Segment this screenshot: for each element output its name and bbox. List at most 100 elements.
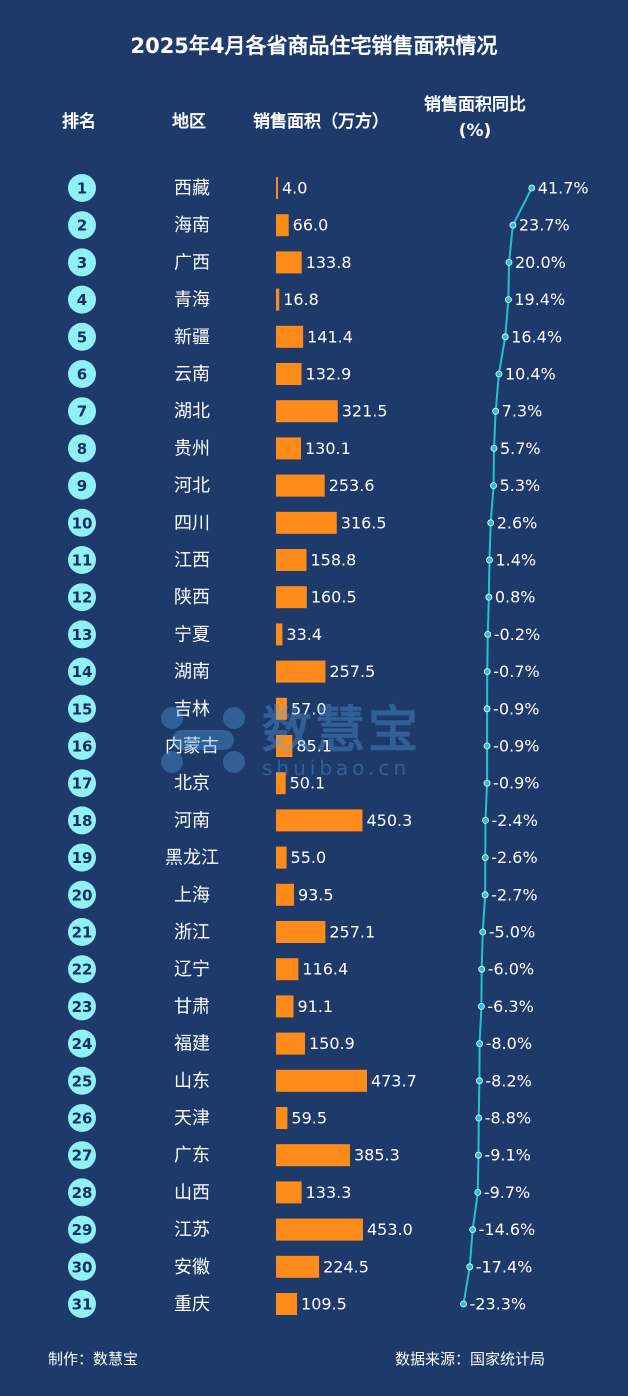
area-value-label: 450.3	[366, 811, 412, 830]
region-label: 北京	[174, 773, 210, 794]
area-bar	[276, 772, 286, 795]
area-value-label: 473.7	[371, 1071, 417, 1090]
area-value-label: 50.1	[290, 774, 326, 793]
yoy-value-label: -9.1%	[484, 1146, 530, 1165]
yoy-value-label: -9.7%	[484, 1183, 530, 1202]
rank-badge	[68, 955, 96, 984]
area-bar	[276, 251, 302, 274]
rank-number: 17	[72, 775, 93, 793]
rank-badge	[68, 1104, 96, 1132]
region-label: 广东	[174, 1145, 210, 1166]
header-rank: 排名	[62, 112, 96, 132]
yoy-value-label: -2.6%	[491, 848, 537, 867]
region-label: 山东	[174, 1071, 210, 1092]
rank-number: 13	[72, 626, 93, 644]
area-bar	[276, 437, 301, 460]
area-bar	[276, 288, 280, 311]
area-bar	[276, 995, 294, 1018]
rank-number: 26	[72, 1110, 93, 1128]
yoy-point	[492, 407, 500, 415]
rank-number: 29	[72, 1221, 93, 1239]
rank-badge	[68, 360, 96, 388]
area-bar	[276, 660, 326, 683]
area-value-label: 257.5	[329, 662, 375, 681]
rank-number: 6	[77, 366, 87, 384]
rank-badge	[68, 434, 96, 463]
footer-source: 数据来源：国家统计局	[395, 1350, 546, 1368]
rank-badge	[68, 322, 96, 351]
rank-badge	[68, 620, 96, 649]
rank-number: 5	[77, 328, 87, 346]
area-value-label: 133.8	[306, 253, 352, 272]
rank-badge	[68, 1029, 96, 1058]
region-label: 云南	[174, 364, 210, 385]
area-bar	[276, 735, 293, 757]
region-label: 陕西	[174, 587, 210, 608]
yoy-point	[490, 444, 498, 452]
region-label: 西藏	[174, 178, 210, 199]
yoy-point	[495, 370, 503, 378]
area-value-label: 91.1	[297, 997, 333, 1016]
area-value-label: 132.9	[306, 365, 352, 384]
rank-number: 9	[77, 477, 87, 495]
area-value-label: 85.1	[296, 737, 332, 756]
rank-number: 3	[77, 254, 87, 272]
header-region: 地区	[172, 112, 206, 132]
rank-number: 12	[72, 589, 93, 607]
region-label: 青海	[174, 290, 210, 311]
yoy-point	[475, 1151, 482, 1159]
area-value-label: 253.6	[329, 476, 375, 495]
region-label: 湖南	[174, 662, 210, 683]
rank-badge	[68, 694, 96, 723]
yoy-value-label: -0.9%	[493, 737, 539, 756]
rank-number: 1	[77, 180, 87, 198]
region-label: 广西	[174, 252, 210, 273]
area-value-label: 321.5	[342, 402, 388, 421]
rank-number: 14	[72, 663, 93, 681]
yoy-point	[475, 1114, 483, 1122]
rank-badge	[68, 843, 96, 872]
header-yoy: 销售面积同比 (%)	[424, 92, 526, 144]
rank-badge	[68, 1215, 96, 1244]
region-label: 天津	[174, 1108, 210, 1129]
rank-number: 28	[72, 1184, 93, 1202]
yoy-point	[469, 1226, 477, 1233]
area-value-label: 141.4	[307, 327, 353, 346]
yoy-value-label: 41.7%	[538, 179, 589, 198]
yoy-point	[490, 482, 497, 490]
area-bar	[276, 809, 363, 832]
yoy-value-label: 19.4%	[514, 290, 565, 309]
yoy-value-label: -8.8%	[485, 1109, 531, 1128]
yoy-value-label: -14.6%	[479, 1220, 536, 1239]
yoy-point	[484, 631, 492, 638]
area-bar	[276, 846, 287, 869]
yoy-point	[505, 258, 513, 266]
yoy-point	[483, 668, 491, 675]
area-bar	[276, 1293, 298, 1315]
area-bar	[276, 177, 278, 199]
rank-number: 27	[72, 1147, 93, 1165]
rank-number: 31	[72, 1296, 93, 1314]
region-label: 内蒙古	[165, 736, 219, 757]
area-value-label: 224.5	[323, 1257, 369, 1276]
yoy-point	[486, 556, 493, 564]
rank-badge	[68, 174, 96, 202]
region-label: 江苏	[174, 1220, 210, 1241]
yoy-value-label: 10.4%	[505, 365, 556, 384]
rank-number: 19	[72, 849, 93, 867]
region-label: 四川	[174, 513, 210, 534]
rank-number: 15	[72, 700, 93, 718]
yoy-value-label: -5.0%	[489, 923, 535, 942]
region-label: 新疆	[174, 327, 210, 348]
region-label: 湖北	[174, 401, 210, 422]
footer-maker: 制作：数慧宝	[48, 1350, 139, 1368]
region-label: 江西	[174, 550, 210, 571]
area-value-label: 33.4	[286, 625, 322, 644]
yoy-value-label: 5.7%	[500, 439, 541, 458]
area-value-label: 109.5	[301, 1295, 347, 1314]
region-label: 黑龙江	[165, 848, 219, 869]
yoy-point	[485, 593, 493, 601]
rank-number: 18	[72, 812, 93, 830]
